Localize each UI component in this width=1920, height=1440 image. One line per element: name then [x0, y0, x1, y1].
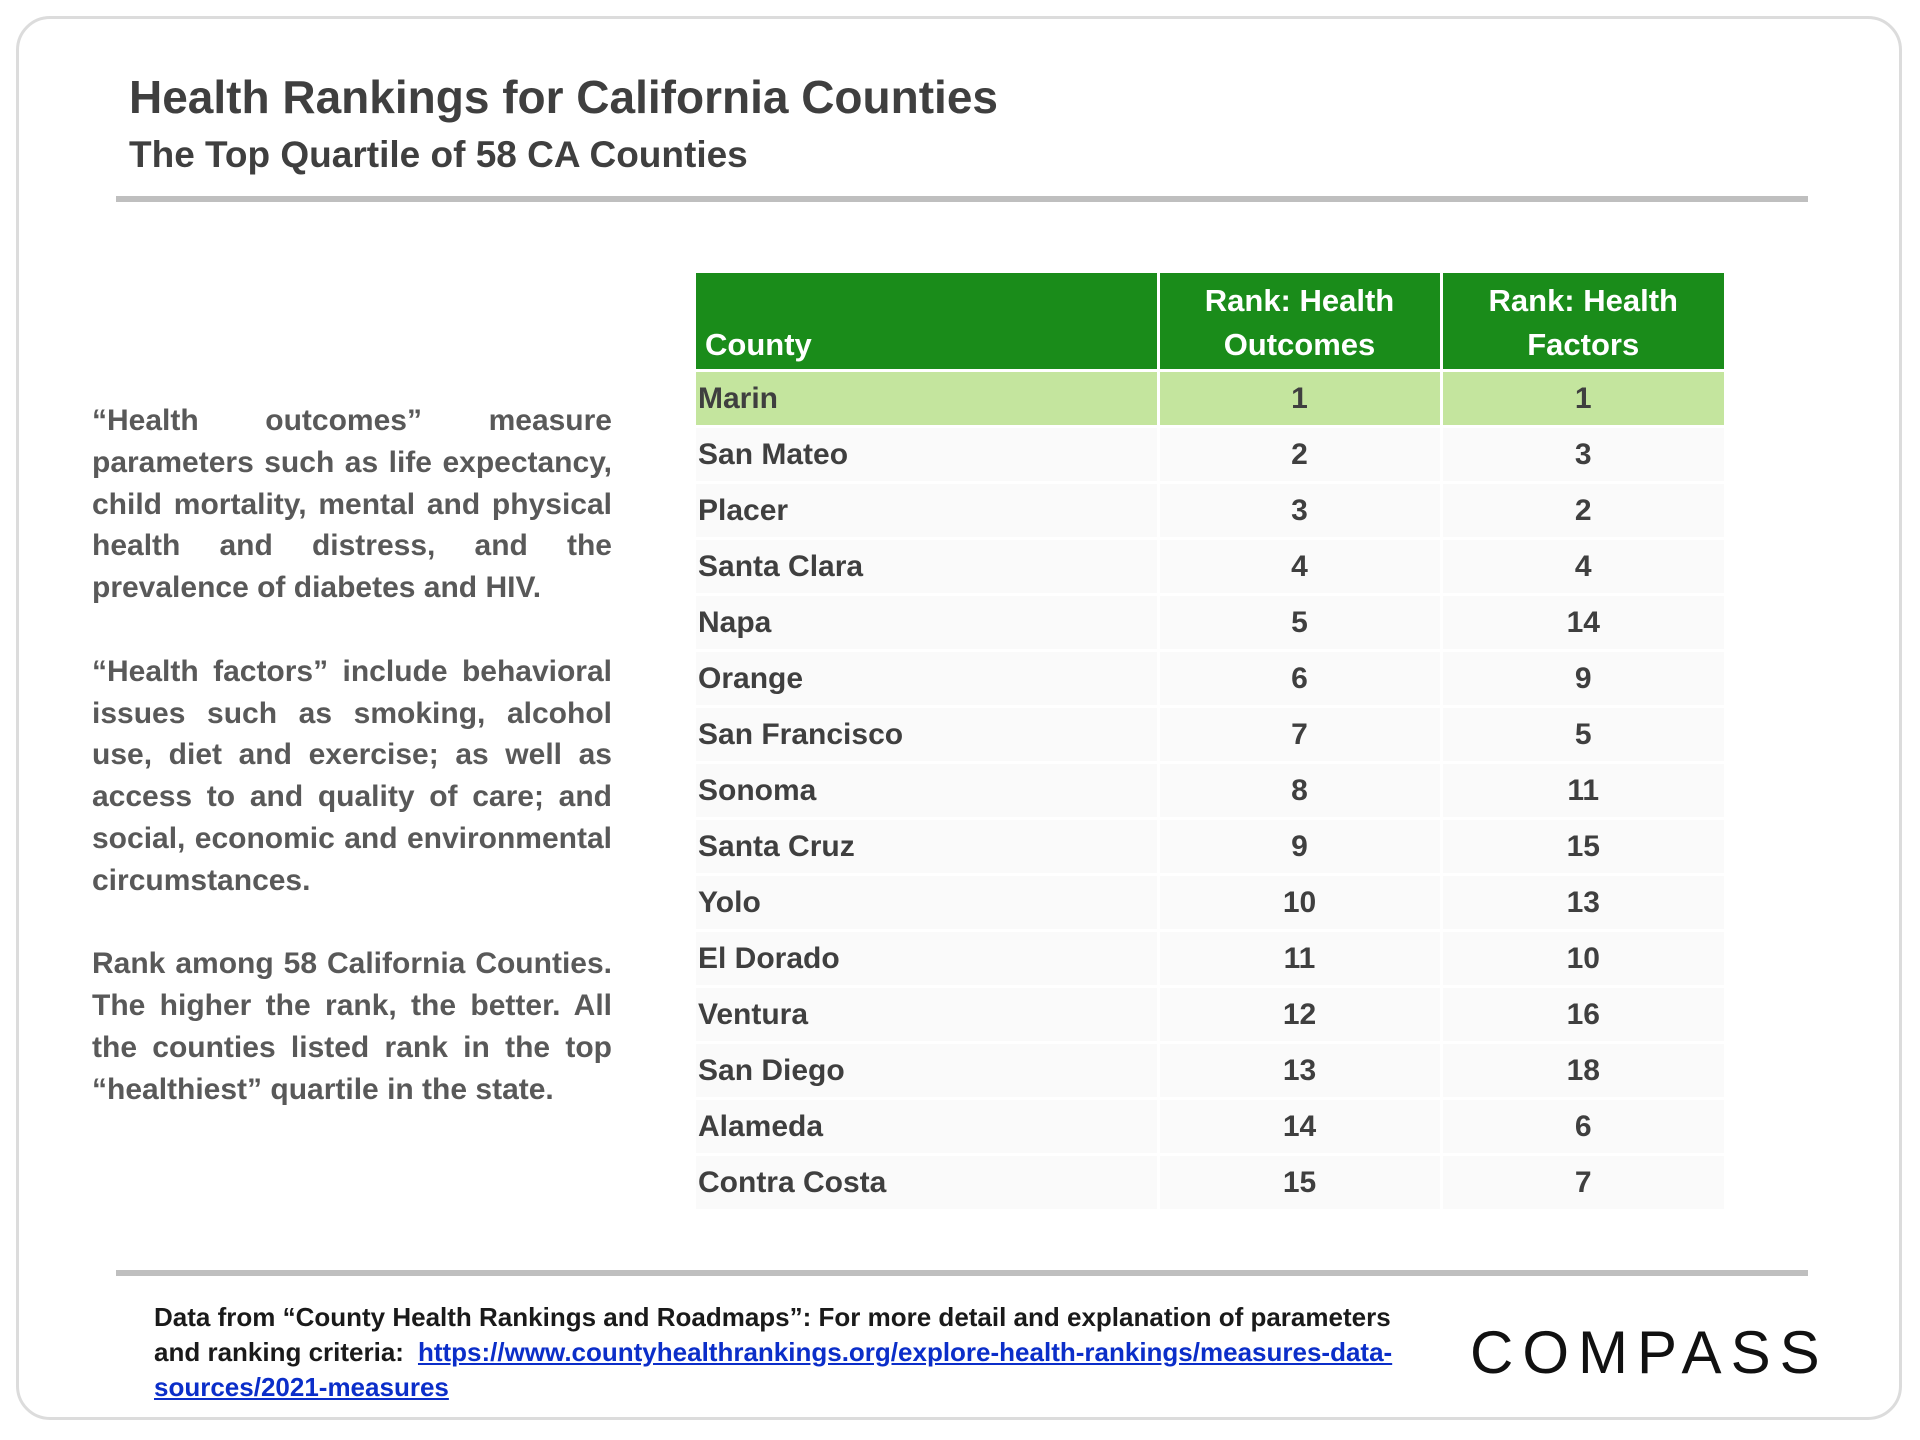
description-text: “Health outcomes” measure parameters suc… — [92, 400, 612, 1111]
outcomes-rank-cell: 2 — [1158, 426, 1443, 484]
table-row: Santa Cruz 9 15 — [696, 818, 1724, 876]
factors-rank-cell: 10 — [1441, 930, 1724, 988]
source-text: and ranking criteria: — [154, 1337, 404, 1367]
factors-rank-cell: 13 — [1441, 874, 1724, 932]
county-cell: Contra Costa — [696, 1154, 1160, 1212]
county-cell: Alameda — [696, 1098, 1160, 1156]
table-row: San Diego 13 18 — [696, 1042, 1724, 1100]
header-label: Factors — [1527, 327, 1640, 362]
column-header-health-outcomes: Rank: Health Outcomes — [1158, 273, 1443, 372]
county-cell: Placer — [696, 482, 1160, 540]
outcomes-rank-cell: 5 — [1158, 594, 1443, 652]
source-link[interactable]: https://www.countyhealthrankings.org/exp… — [154, 1337, 1393, 1402]
description-paragraph: Rank among 58 California Counties. The h… — [92, 947, 612, 1106]
county-cell: Yolo — [696, 874, 1160, 932]
description-paragraph: “Health factors” include behavioral issu… — [92, 654, 612, 897]
factors-rank-cell: 15 — [1441, 818, 1724, 876]
table-row: Napa 5 14 — [696, 594, 1724, 652]
factors-rank-cell: 7 — [1441, 1154, 1724, 1212]
outcomes-rank-cell: 11 — [1158, 930, 1443, 988]
header-label: County — [705, 327, 812, 362]
county-cell: San Diego — [696, 1042, 1160, 1100]
factors-rank-cell: 18 — [1441, 1042, 1724, 1100]
header-label: Rank: Health — [1204, 283, 1395, 318]
factors-rank-cell: 9 — [1441, 650, 1724, 708]
table-header-row: County Rank: Health Outcomes Rank: Healt… — [696, 273, 1724, 372]
county-cell: Orange — [696, 650, 1160, 708]
description-paragraph: “Health outcomes” measure parameters suc… — [92, 404, 612, 605]
factors-rank-cell: 1 — [1441, 370, 1724, 428]
factors-rank-cell: 16 — [1441, 986, 1724, 1044]
table-row: Placer 3 2 — [696, 482, 1724, 540]
outcomes-rank-cell: 8 — [1158, 762, 1443, 820]
outcomes-rank-cell: 1 — [1158, 370, 1443, 428]
outcomes-rank-cell: 13 — [1158, 1042, 1443, 1100]
factors-rank-cell: 3 — [1441, 426, 1724, 484]
outcomes-rank-cell: 3 — [1158, 482, 1443, 540]
county-cell: Sonoma — [696, 762, 1160, 820]
table-row: Yolo 10 13 — [696, 874, 1724, 932]
factors-rank-cell: 6 — [1441, 1098, 1724, 1156]
outcomes-rank-cell: 14 — [1158, 1098, 1443, 1156]
table-row: Sonoma 8 11 — [696, 762, 1724, 820]
header-divider — [116, 196, 1808, 202]
outcomes-rank-cell: 9 — [1158, 818, 1443, 876]
outcomes-rank-cell: 15 — [1158, 1154, 1443, 1212]
source-note: Data from “County Health Rankings and Ro… — [154, 1300, 1414, 1405]
county-cell: San Francisco — [696, 706, 1160, 764]
table-row: Orange 6 9 — [696, 650, 1724, 708]
table-row: Santa Clara 4 4 — [696, 538, 1724, 596]
county-cell: El Dorado — [696, 930, 1160, 988]
table-row: Contra Costa 15 7 — [696, 1154, 1724, 1212]
county-cell: Santa Clara — [696, 538, 1160, 596]
factors-rank-cell: 2 — [1441, 482, 1724, 540]
factors-rank-cell: 4 — [1441, 538, 1724, 596]
outcomes-rank-cell: 4 — [1158, 538, 1443, 596]
header-label: Outcomes — [1223, 327, 1376, 362]
county-cell: Napa — [696, 594, 1160, 652]
header-label: Rank: Health — [1488, 283, 1678, 318]
table-row: San Francisco 7 5 — [696, 706, 1724, 764]
table-row: San Mateo 2 3 — [696, 426, 1724, 484]
table-row: Marin 1 1 — [696, 370, 1724, 428]
county-cell: Ventura — [696, 986, 1160, 1044]
table-row: Ventura 12 16 — [696, 986, 1724, 1044]
county-cell: San Mateo — [696, 426, 1160, 484]
rankings-table: County Rank: Health Outcomes Rank: Healt… — [696, 273, 1724, 1212]
column-header-health-factors: Rank: Health Factors — [1441, 273, 1724, 372]
county-cell: Santa Cruz — [696, 818, 1160, 876]
compass-logo: COMPASS — [1470, 1319, 1829, 1386]
source-text: Data from “County Health Rankings and Ro… — [154, 1302, 1391, 1332]
outcomes-rank-cell: 12 — [1158, 986, 1443, 1044]
factors-rank-cell: 11 — [1441, 762, 1724, 820]
footer-divider — [116, 1270, 1808, 1276]
county-cell: Marin — [696, 370, 1160, 428]
table-row: Alameda 14 6 — [696, 1098, 1724, 1156]
factors-rank-cell: 5 — [1441, 706, 1724, 764]
factors-rank-cell: 14 — [1441, 594, 1724, 652]
table-row: El Dorado 11 10 — [696, 930, 1724, 988]
outcomes-rank-cell: 10 — [1158, 874, 1443, 932]
column-header-county: County — [696, 273, 1160, 372]
outcomes-rank-cell: 7 — [1158, 706, 1443, 764]
outcomes-rank-cell: 6 — [1158, 650, 1443, 708]
page-subtitle: The Top Quartile of 58 CA Counties — [129, 134, 748, 175]
page-title: Health Rankings for California Counties — [129, 71, 998, 123]
